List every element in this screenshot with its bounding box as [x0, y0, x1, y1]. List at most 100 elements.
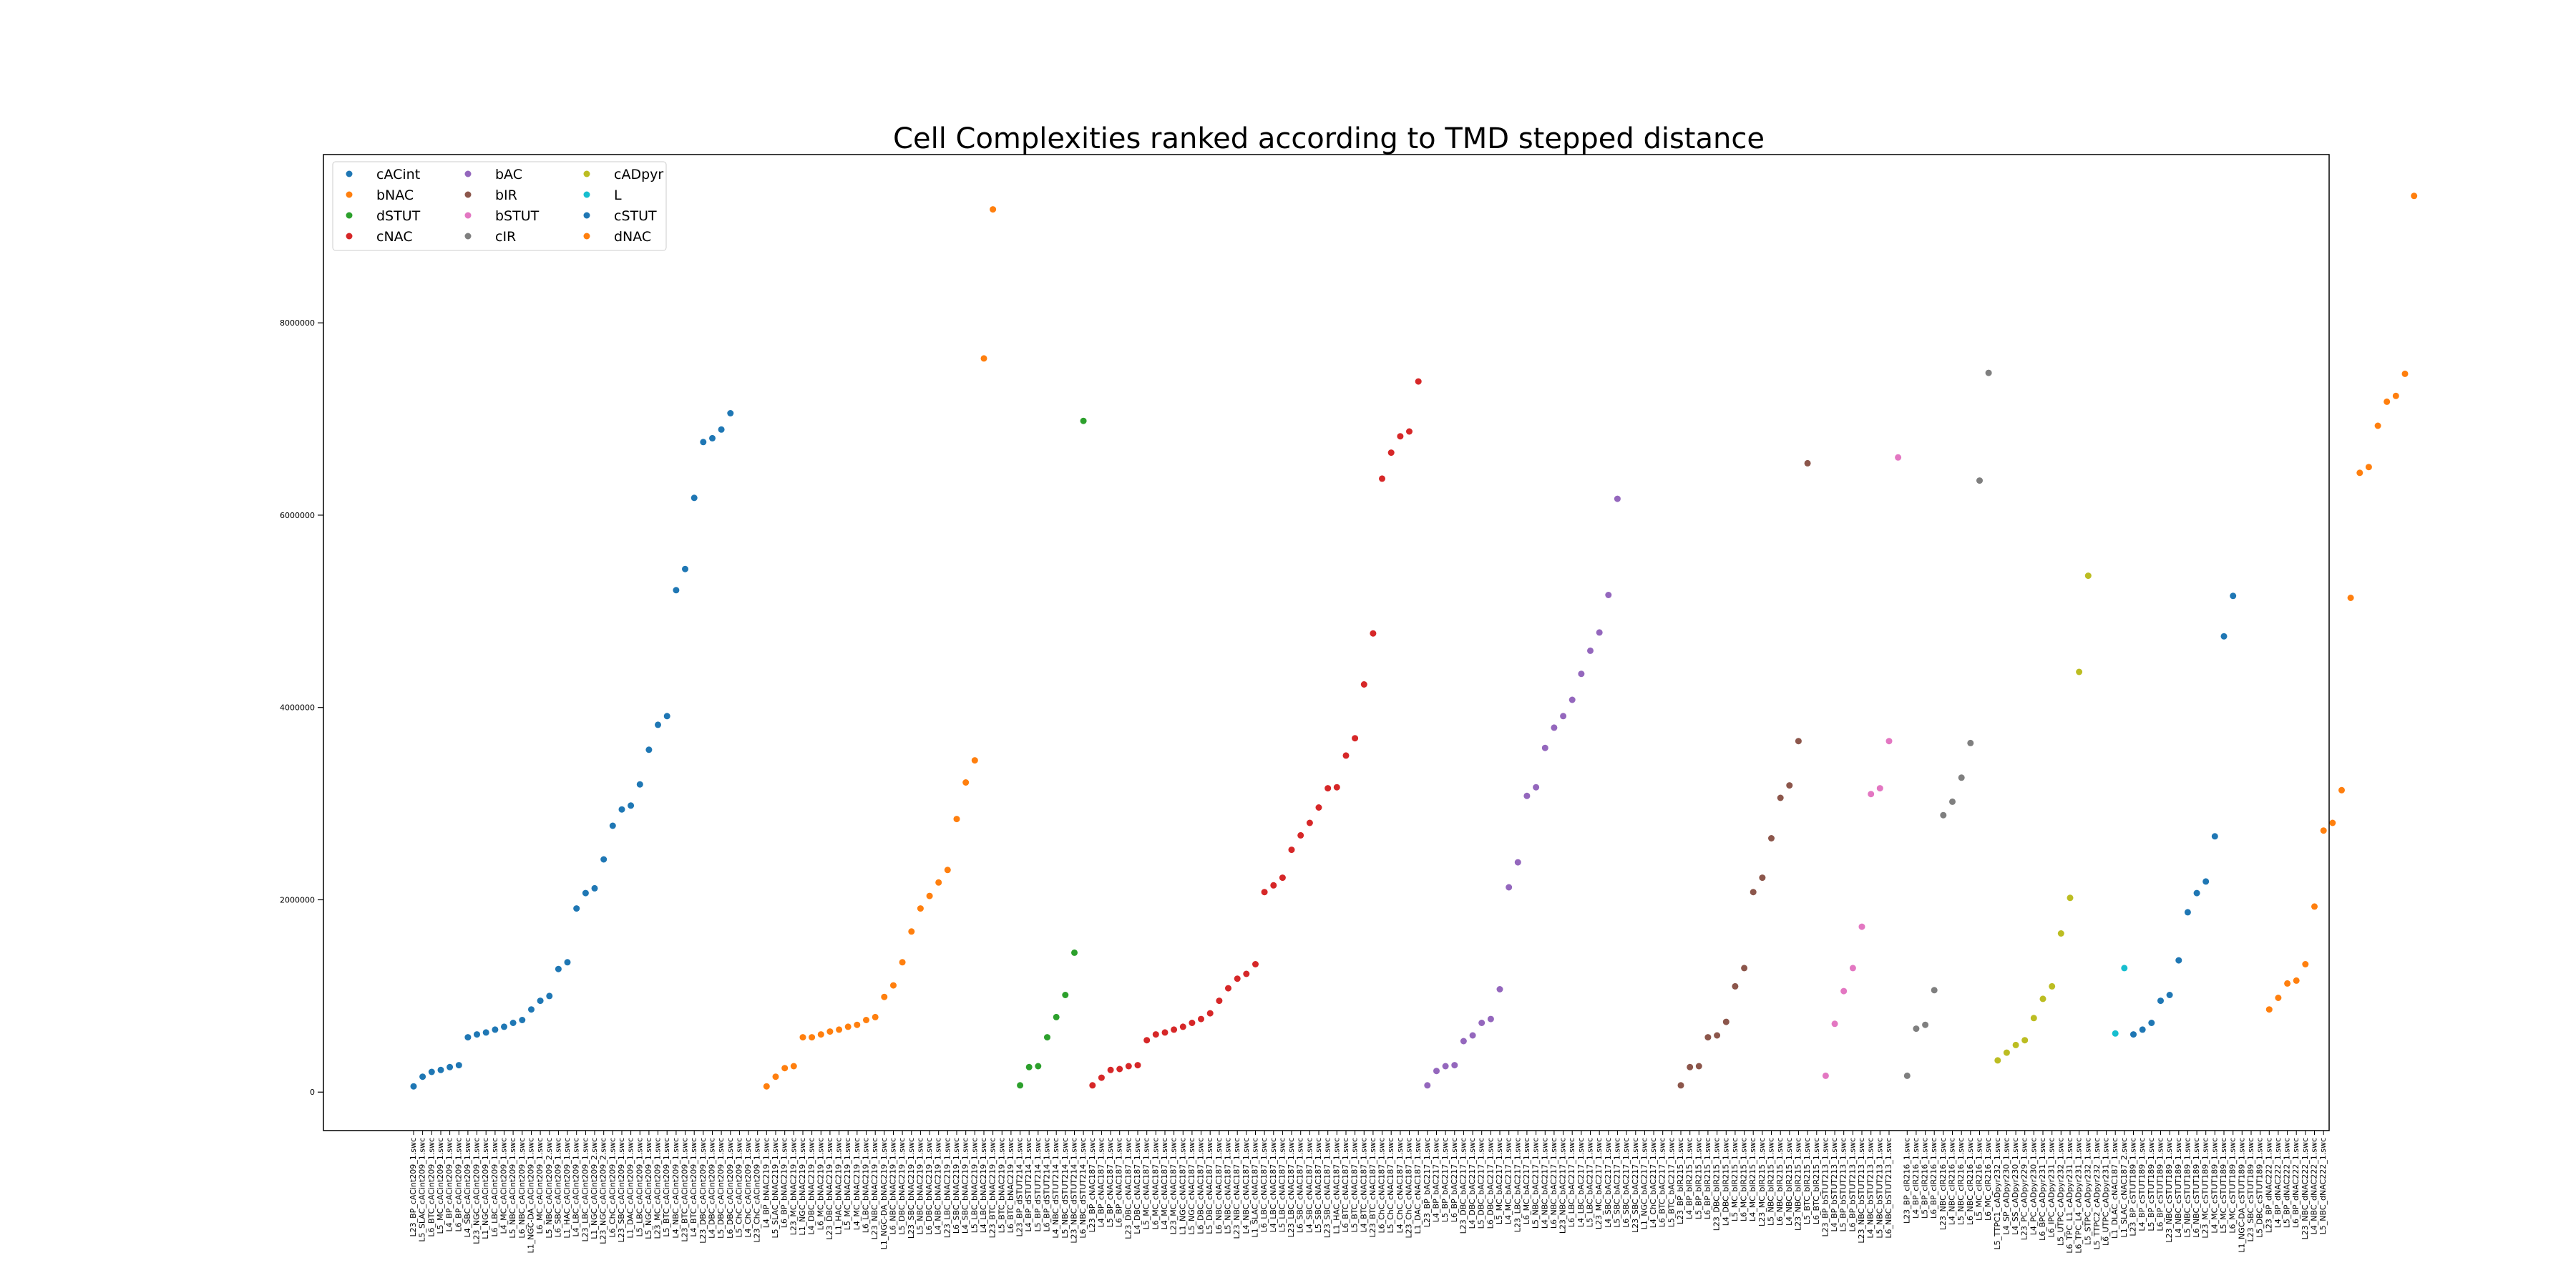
x-tick-label: L6_DBC_bAC217_1.swc	[1485, 1138, 1495, 1229]
legend-marker	[346, 191, 353, 198]
data-point-cSTUT	[2175, 957, 2182, 964]
x-tick-label: L23_DBC_bIR215_1.swc	[1712, 1138, 1722, 1231]
x-tick-label: L6_IPC_cADpyr231_1.swc	[2047, 1138, 2057, 1238]
data-point-cIR	[1976, 477, 1983, 484]
data-point-dNAC	[2265, 1006, 2273, 1013]
legend-marker	[464, 212, 472, 219]
data-point-bSTUT	[1840, 987, 1848, 995]
data-point-cSTUT	[2202, 878, 2210, 885]
data-point-bAC	[1424, 1082, 1431, 1089]
y-tick-label: 6000000	[280, 511, 315, 520]
data-point-bAC	[1487, 1015, 1494, 1023]
data-point-bNAC	[844, 1023, 852, 1030]
x-tick-label: L1_HAC_bNAC219_1.swc	[834, 1138, 844, 1234]
data-point-bAC	[1587, 647, 1594, 654]
data-point-cNAC	[1352, 735, 1359, 742]
x-tick-label: L4_NBC_cIR216_1.swc	[1948, 1138, 1957, 1225]
x-tick-label: L6_BP_bAC217_1.swc	[1450, 1138, 1459, 1222]
data-point-bSTUT	[1885, 738, 1893, 745]
x-tick-label: L23_LBC_cACint209_1.swc	[580, 1138, 590, 1241]
x-tick-label: L5_LBC_cACint209_1.swc	[635, 1138, 644, 1236]
x-tick-label: L4_SBC_bAC217_1.swc	[1604, 1138, 1613, 1228]
data-point-cSTUT	[2166, 992, 2173, 998]
x-tick-label: L6_TPC_L4_cADpyr231_1.swc	[2074, 1138, 2084, 1254]
x-tick-label: L4_SS_cADpyr230_1.swc	[2011, 1138, 2020, 1235]
x-tick-label: L6_MC_bIR215_1.swc	[1740, 1138, 1749, 1221]
x-tick-label: L4_PC_cADpyr230_1.swc	[2029, 1138, 2038, 1235]
x-tick-label: L23_BTC_cNAC187_1.swc	[1368, 1138, 1377, 1237]
x-tick-label: L6_BP_bIR215_1.swc	[1703, 1138, 1712, 1219]
x-tick-label: L23_BP_cACint209_1.swc	[409, 1138, 418, 1236]
x-tick-label: L4_BTC_cACint209_1.swc	[689, 1138, 698, 1237]
x-tick-label: L1_DAC_cNAC187_1.swc	[1413, 1138, 1423, 1234]
data-point-cNAC	[1360, 681, 1367, 688]
x-tick-label: L6_UTPC_cADpyr231_1.swc	[2102, 1138, 2111, 1246]
data-point-cACint	[709, 434, 716, 441]
y-tick-label: 2000000	[280, 895, 315, 904]
x-tick-label: L5_BP_bSTUT213_1.swc	[1839, 1138, 1848, 1232]
legend-label: L	[614, 187, 622, 203]
x-tick-label: L5_BTC_bAC217_1.swc	[1667, 1138, 1676, 1227]
data-point-bNAC	[890, 982, 897, 989]
data-point-cNAC	[1315, 804, 1322, 811]
data-point-bAC	[1451, 1062, 1458, 1069]
x-tick-label: L5_TTPC1_cADpyr232_1.swc	[1993, 1138, 2002, 1250]
legend-label: bNAC	[376, 187, 414, 203]
data-point-bNAC	[863, 1017, 869, 1023]
x-tick-label: L4_DBC_cACint209_1.swc	[708, 1138, 717, 1239]
x-tick-label: L23_SBC_bAC217_1.swc	[1631, 1138, 1640, 1233]
x-tick-label: L4_BP_bSTUT213_1.swc	[1830, 1138, 1839, 1232]
x-tick-label: L23_LBC_bAC217_1.swc	[1513, 1138, 1522, 1232]
data-point-cNAC	[1306, 819, 1313, 826]
x-tick-label: L6_LBC_bNAC219_1.swc	[862, 1138, 871, 1233]
data-point-bIR	[1741, 965, 1748, 972]
data-point-cACint	[437, 1066, 444, 1073]
data-point-cSTUT	[2193, 889, 2200, 897]
x-tick-label: L23_NBC_bAC217_1.swc	[1558, 1138, 1568, 1234]
data-point-bNAC	[817, 1031, 824, 1038]
data-point-cACint	[464, 1034, 472, 1041]
data-point-bNAC	[854, 1021, 861, 1028]
x-tick-label: L6_NBC_bIR215_1.swc	[1775, 1138, 1785, 1226]
chart-title: Cell Complexities ranked according to TM…	[893, 122, 1765, 155]
data-point-cNAC	[1387, 449, 1395, 457]
x-tick-label: L6_NBC_cNAC187_1.swc	[1214, 1138, 1224, 1234]
data-point-bNAC	[926, 892, 933, 899]
data-point-cSTUT	[2130, 1031, 2137, 1038]
x-tick-label: L23_MC_bNAC219_1.swc	[789, 1138, 798, 1235]
data-point-cACint	[474, 1031, 480, 1038]
legend-label: cACint	[376, 167, 420, 182]
data-point-bAC	[1560, 713, 1567, 720]
data-point-cACint	[682, 565, 688, 572]
x-tick-label: L5_BP_bAC217_1.swc	[1440, 1138, 1450, 1222]
data-point-bNAC	[799, 1034, 806, 1041]
data-point-dSTUT	[1062, 992, 1069, 998]
data-point-bNAC	[944, 867, 951, 874]
x-tick-label: L23_DBC_cACint209_1.swc	[698, 1138, 708, 1244]
data-point-cSTUT	[2184, 909, 2191, 916]
data-point-cIR	[1913, 1025, 1920, 1033]
x-tick-label: L23_NBC_cNAC187_1.swc	[1232, 1138, 1241, 1239]
x-tick-label: L6_MC_cIR216_1.swc	[1984, 1138, 1993, 1221]
x-tick-label: L5_DBC_cSTUT189_1.swc	[2255, 1138, 2265, 1238]
data-point-dNAC	[2293, 977, 2300, 984]
x-tick-label: L23_LBC_bNAC219_1.swc	[942, 1138, 952, 1238]
data-point-bNAC	[962, 779, 970, 786]
data-point-cSTUT	[2157, 997, 2164, 1005]
x-tick-label: L5_MC_bAC217_1.swc	[1495, 1138, 1504, 1224]
data-point-bSTUT	[1876, 785, 1883, 792]
x-tick-label: L4_MC_bIR215_1.swc	[1748, 1138, 1757, 1221]
x-tick-label: L5_NBC_cSTUT189_1.swc	[2182, 1138, 2192, 1238]
x-tick-label: L5_BTC_cNAC187_1.swc	[1350, 1138, 1360, 1232]
data-point-bNAC	[990, 206, 997, 213]
data-point-cIR	[1985, 369, 1992, 376]
data-point-cACint	[555, 965, 562, 972]
data-point-bAC	[1523, 792, 1531, 799]
x-tick-label: L4_BP_cSTUT189_1.swc	[2137, 1138, 2147, 1231]
data-point-bIR	[1695, 1063, 1702, 1070]
data-point-cNAC	[1297, 831, 1304, 839]
x-tick-label: L23_SBC_cNAC187_1.swc	[1323, 1138, 1332, 1238]
x-tick-label: L23_NGC_cACint209_2.swc	[599, 1138, 608, 1244]
data-point-cNAC	[1406, 428, 1413, 435]
data-point-cNAC	[1342, 752, 1350, 759]
